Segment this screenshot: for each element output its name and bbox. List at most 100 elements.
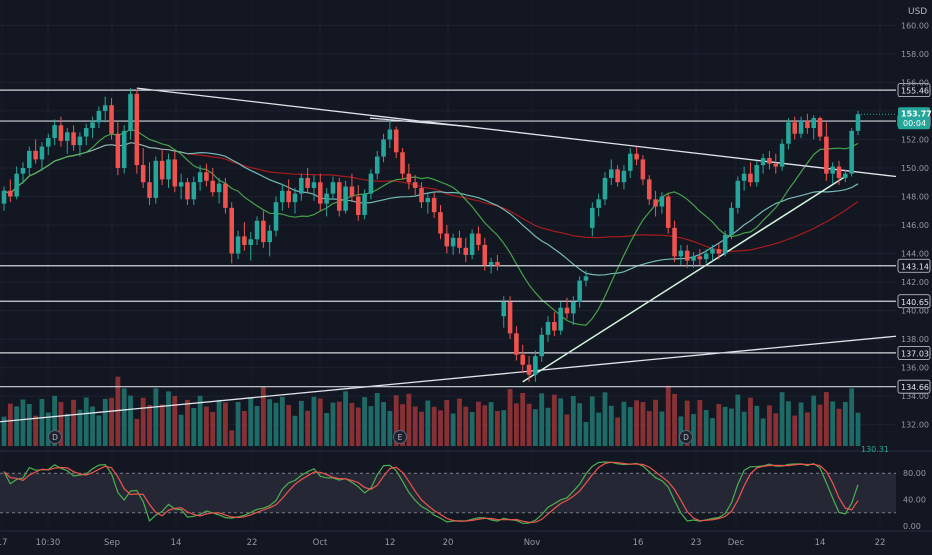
candle[interactable] [39, 142, 45, 171]
candle[interactable] [659, 192, 665, 214]
candle[interactable] [495, 254, 500, 271]
candle[interactable] [665, 193, 671, 234]
candle[interactable] [311, 175, 317, 201]
candle[interactable] [153, 156, 159, 204]
candle[interactable] [514, 326, 519, 361]
candle[interactable] [8, 179, 13, 203]
long-ascending-trendline[interactable] [0, 335, 897, 423]
candle[interactable] [488, 257, 494, 274]
candle[interactable] [602, 172, 608, 206]
candle[interactable] [558, 301, 563, 335]
candle[interactable] [197, 165, 203, 191]
candle[interactable] [830, 162, 835, 184]
candle[interactable] [634, 146, 639, 166]
candle[interactable] [507, 296, 513, 340]
candle[interactable] [27, 146, 32, 176]
candle[interactable] [393, 126, 399, 158]
candle[interactable] [286, 179, 291, 208]
horizontal-levels[interactable] [0, 89, 896, 388]
time-axis[interactable]: 17 10:30 Sep 14 22 Oct 12 20 Nov 16 23 Dec 14 22 [0, 530, 932, 548]
candle[interactable] [450, 233, 456, 255]
candle[interactable] [571, 296, 576, 325]
candle[interactable] [33, 139, 38, 164]
candle[interactable] [577, 276, 582, 308]
candle[interactable] [261, 210, 266, 248]
candle[interactable] [52, 119, 57, 146]
price-axis[interactable]: USD 155.46153.29143.14140.65137.03134.66… [897, 7, 932, 430]
candle[interactable] [691, 252, 696, 268]
candle[interactable] [229, 202, 235, 264]
candle[interactable] [741, 166, 747, 191]
candle[interactable] [305, 167, 310, 194]
candle[interactable] [147, 162, 152, 206]
candle[interactable] [722, 230, 728, 257]
trend-lines[interactable] [0, 87, 897, 423]
candle[interactable] [102, 96, 108, 123]
candle[interactable] [798, 116, 804, 139]
candle[interactable] [267, 225, 272, 257]
candle[interactable] [596, 193, 601, 217]
candle[interactable] [703, 249, 709, 264]
candle[interactable] [324, 187, 329, 217]
candle[interactable] [406, 163, 412, 190]
candle[interactable] [46, 133, 51, 156]
last-price-badge[interactable] [898, 107, 930, 130]
candle[interactable] [121, 125, 127, 174]
candle[interactable] [14, 166, 19, 200]
candle[interactable] [457, 230, 462, 254]
candle[interactable] [140, 148, 146, 188]
candle[interactable] [779, 139, 785, 171]
candle[interactable] [273, 196, 279, 237]
candle[interactable] [615, 165, 620, 187]
candle[interactable] [646, 175, 652, 206]
candle[interactable] [792, 116, 798, 140]
candle[interactable] [299, 173, 304, 201]
candle[interactable] [115, 122, 121, 176]
candle[interactable] [96, 106, 102, 129]
candle[interactable] [539, 327, 544, 362]
candle[interactable] [463, 237, 469, 263]
candle[interactable] [609, 159, 614, 186]
candle[interactable] [343, 180, 348, 214]
candle[interactable] [843, 169, 848, 183]
candle[interactable] [811, 115, 816, 140]
candle[interactable] [760, 153, 766, 174]
candle[interactable] [400, 148, 405, 180]
candle[interactable] [178, 173, 184, 200]
candle[interactable] [817, 116, 823, 141]
candle[interactable] [444, 225, 450, 254]
candle[interactable] [159, 149, 165, 186]
candle[interactable] [374, 150, 380, 180]
candle[interactable] [552, 311, 557, 337]
candle[interactable] [805, 113, 810, 134]
candle[interactable] [20, 162, 26, 184]
ascending-trendline[interactable] [522, 175, 846, 383]
candle[interactable] [431, 192, 437, 218]
candle[interactable] [191, 176, 197, 206]
candle[interactable] [583, 270, 589, 287]
candle[interactable] [419, 182, 424, 208]
candle[interactable] [1, 186, 7, 211]
candle[interactable] [330, 176, 336, 200]
candle[interactable] [836, 160, 842, 186]
candle[interactable] [109, 98, 114, 140]
stochastic-panel[interactable] [0, 450, 932, 524]
candle[interactable] [729, 202, 734, 240]
candle[interactable] [134, 89, 140, 174]
candle[interactable] [355, 185, 361, 221]
candle[interactable] [235, 230, 241, 260]
candle[interactable] [210, 167, 216, 197]
candle[interactable] [716, 243, 722, 260]
candle[interactable] [425, 192, 431, 214]
candlesticks[interactable] [1, 88, 861, 382]
candle[interactable] [204, 163, 209, 187]
candle[interactable] [526, 356, 532, 382]
candle[interactable] [128, 88, 133, 140]
candle[interactable] [83, 123, 89, 146]
candle[interactable] [172, 150, 178, 193]
candle[interactable] [292, 187, 298, 214]
candle[interactable] [368, 169, 374, 200]
candle[interactable] [362, 189, 367, 220]
